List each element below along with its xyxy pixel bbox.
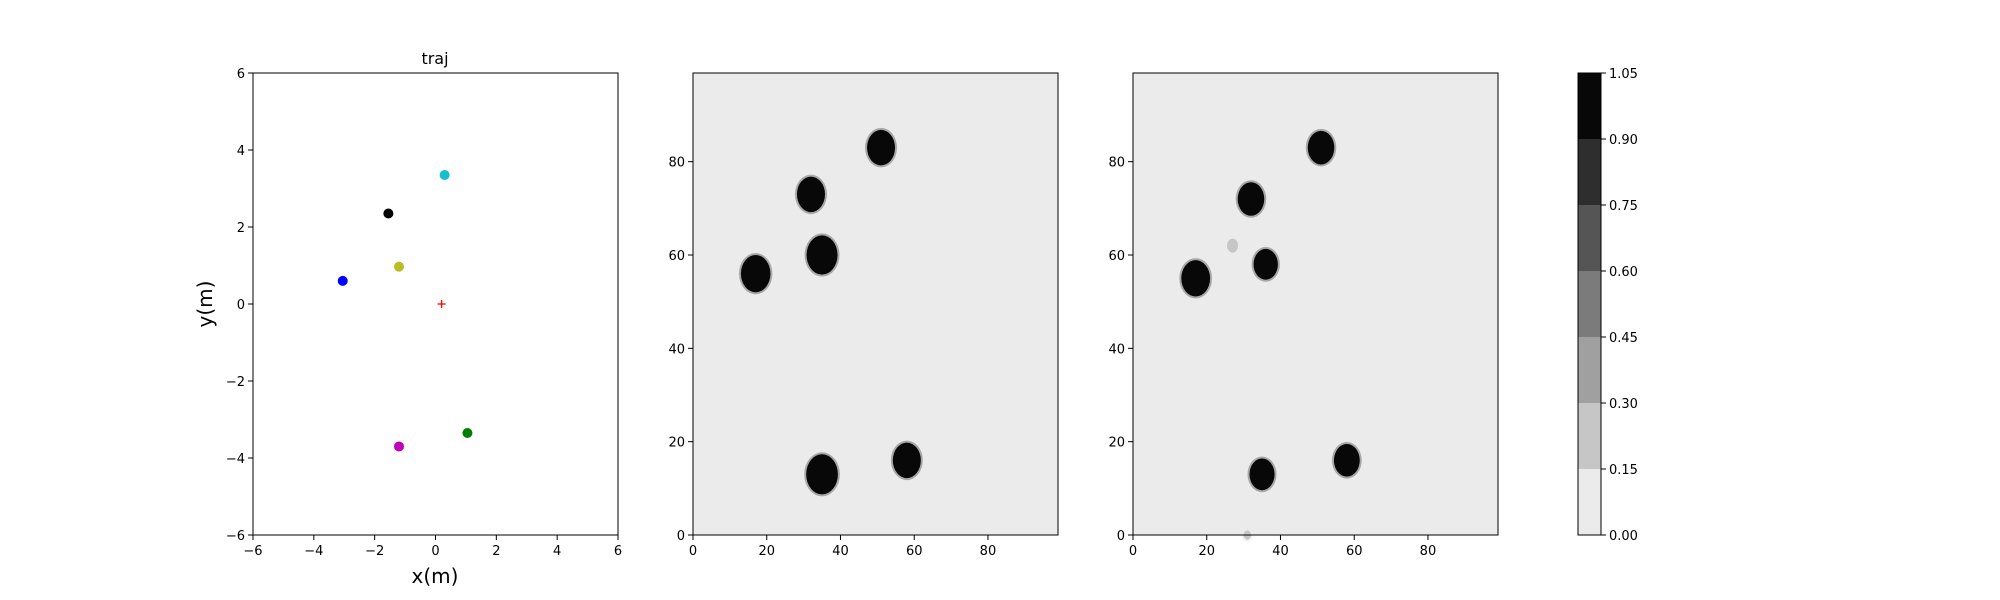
colorbar-band [1578, 337, 1601, 403]
traj-x-axis-label: x(m) [412, 564, 459, 588]
traj-y-tick-label: −6 [226, 529, 245, 544]
colorbar-band [1578, 205, 1601, 271]
map1-obstacle-blob [740, 254, 771, 293]
map1-y-tick-label: 20 [668, 436, 685, 451]
traj-x-tick-label: −4 [304, 544, 323, 559]
traj-point [439, 170, 450, 181]
map2-x-tick-label: 0 [1129, 544, 1137, 559]
map2-obstacle-blob [1237, 182, 1265, 216]
map-panel-1: 0 20 40 60 80 0 20 40 60 80 [668, 72, 1059, 559]
map1-obstacle-blob [796, 176, 825, 213]
traj-x-tick-label: 2 [492, 544, 500, 559]
map1-y-tick-label: 0 [677, 529, 685, 544]
traj-point [462, 427, 473, 438]
map1-x-tick-label: 20 [758, 544, 775, 559]
map2-x-tick-label: 80 [1420, 544, 1437, 559]
map1-y-tick-label: 80 [668, 156, 685, 171]
map-panel-2: 0 20 40 60 80 0 20 40 60 80 [1108, 72, 1499, 559]
colorbar-tick-label: 1.05 [1609, 67, 1638, 82]
map1-obstacle-blob [806, 454, 838, 495]
map1-obstacle-blob [867, 129, 896, 166]
map2-y-tick-label: 0 [1117, 529, 1125, 544]
map2-x-tick-label: 40 [1272, 544, 1289, 559]
traj-y-tick-label: 0 [237, 298, 245, 313]
map1-x-tick-label: 60 [906, 544, 923, 559]
map2-obstacle-blob [1227, 238, 1239, 253]
colorbar-band [1578, 139, 1601, 205]
map2-y-tick-label: 20 [1108, 436, 1125, 451]
map1-x-tick-label: 80 [980, 544, 997, 559]
colorbar-tick-label: 0.90 [1609, 133, 1638, 148]
traj-y-axis-label: y(m) [193, 281, 217, 328]
traj-x-ticks: −6 −4 −2 0 2 4 6 [243, 535, 622, 559]
map1-x-tick-label: 0 [689, 544, 697, 559]
colorbar-band [1578, 271, 1601, 337]
map2-plot-area [1179, 128, 1362, 542]
map1-y-ticks: 0 20 40 60 80 [668, 156, 693, 544]
colorbar-tick-label: 0.15 [1609, 463, 1638, 478]
traj-x-tick-label: −2 [365, 544, 384, 559]
colorbar-band [1578, 73, 1601, 139]
traj-point [383, 208, 394, 219]
map2-obstacle-blob [1307, 130, 1335, 165]
traj-y-tick-label: 6 [237, 67, 245, 82]
map1-y-tick-label: 40 [668, 342, 685, 357]
map1-plot-area [738, 127, 923, 497]
colorbar-band [1578, 403, 1601, 469]
map2-obstacle-blob [1249, 458, 1275, 491]
traj-x-tick-label: 6 [614, 544, 622, 559]
traj-y-tick-label: 4 [237, 144, 245, 159]
colorbar-tick-label: 0.45 [1609, 331, 1638, 346]
map1-x-ticks: 0 20 40 60 80 [689, 535, 996, 559]
map1-obstacle-blob [892, 442, 921, 479]
colorbar-bands [1578, 73, 1601, 535]
map1-axes-frame [692, 72, 1059, 536]
colorbar-tick-label: 0.30 [1609, 397, 1638, 412]
map2-obstacle-blob [1333, 444, 1360, 477]
map1-x-tick-label: 40 [832, 544, 849, 559]
colorbar-frame [1577, 72, 1602, 536]
map2-axes-frame [1132, 72, 1499, 536]
colorbar-tick-label: 0.75 [1609, 199, 1638, 214]
map1-obstacle-blob [806, 235, 838, 275]
map2-x-ticks: 0 20 40 60 80 [1129, 535, 1436, 559]
map2-y-ticks: 0 20 40 60 80 [1108, 156, 1133, 544]
traj-y-ticks: −6 −4 −2 0 2 4 6 [226, 67, 253, 544]
map2-y-tick-label: 40 [1108, 342, 1125, 357]
traj-y-tick-label: −4 [226, 452, 245, 467]
traj-point [337, 275, 348, 286]
colorbar-tick-label: 0.00 [1609, 529, 1638, 544]
colorbar-tick-label: 0.60 [1609, 265, 1638, 280]
traj-axes-frame [252, 72, 619, 536]
colorbar-band [1578, 469, 1601, 535]
traj-y-tick-label: −2 [226, 375, 245, 390]
traj-plot-area [337, 170, 473, 452]
colorbar-ticks: 0.00 0.15 0.30 0.45 0.60 0.75 0.90 1.05 [1601, 67, 1638, 544]
map1-y-tick-label: 60 [668, 249, 685, 264]
map2-y-tick-label: 80 [1108, 156, 1125, 171]
traj-point [394, 261, 404, 272]
traj-x-tick-label: 0 [431, 544, 439, 559]
colorbar: 0.00 0.15 0.30 0.45 0.60 0.75 0.90 1.05 [1577, 67, 1638, 544]
map2-x-tick-label: 20 [1198, 544, 1215, 559]
traj-y-tick-label: 2 [237, 221, 245, 236]
traj-x-tick-label: 4 [553, 544, 561, 559]
map2-y-tick-label: 60 [1108, 249, 1125, 264]
map2-obstacle-blob [1181, 260, 1211, 297]
map2-x-tick-label: 60 [1346, 544, 1363, 559]
traj-x-tick-label: −6 [243, 544, 262, 559]
map2-obstacle-blob [1253, 248, 1278, 280]
traj-panel: traj −6 −4 −2 0 2 4 6 −6 −4 −2 0 2 4 6 x(m) y(m) [193, 49, 622, 588]
traj-point [394, 441, 404, 452]
traj-title: traj [421, 49, 448, 68]
